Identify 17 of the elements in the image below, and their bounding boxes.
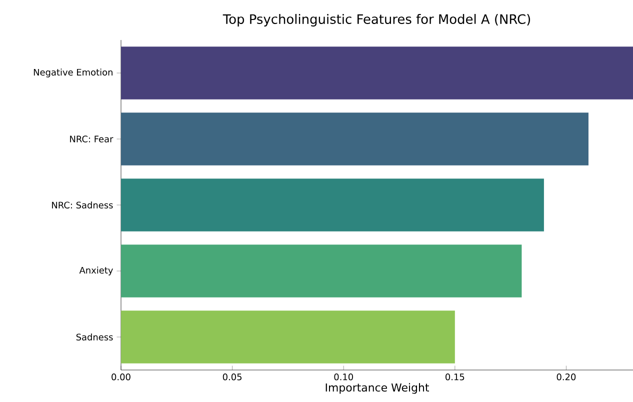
x-tick-label: 0.05 bbox=[222, 374, 242, 380]
bar bbox=[121, 46, 633, 100]
x-tick-label: 0.20 bbox=[556, 374, 576, 380]
bar bbox=[121, 112, 588, 166]
bar bbox=[121, 310, 455, 364]
y-tick-label: Anxiety bbox=[79, 266, 113, 276]
x-tick-label: 0.00 bbox=[112, 374, 130, 380]
y-tick-label: NRC: Sadness bbox=[52, 202, 113, 208]
y-tick-label: Negative Emotion bbox=[34, 68, 112, 78]
x-tick-label: 0.15 bbox=[446, 374, 464, 380]
y-tick-label: NRC: Fear bbox=[70, 136, 114, 142]
x-tick-label: 0.10 bbox=[334, 374, 353, 380]
chart-title: Top Psycholinguistic Features for Model A (NRC) bbox=[222, 14, 530, 27]
bar bbox=[121, 178, 544, 232]
x-axis-title: Importance Weight bbox=[326, 383, 429, 394]
y-tick-label: Sadness bbox=[76, 334, 113, 340]
bar bbox=[121, 244, 522, 298]
